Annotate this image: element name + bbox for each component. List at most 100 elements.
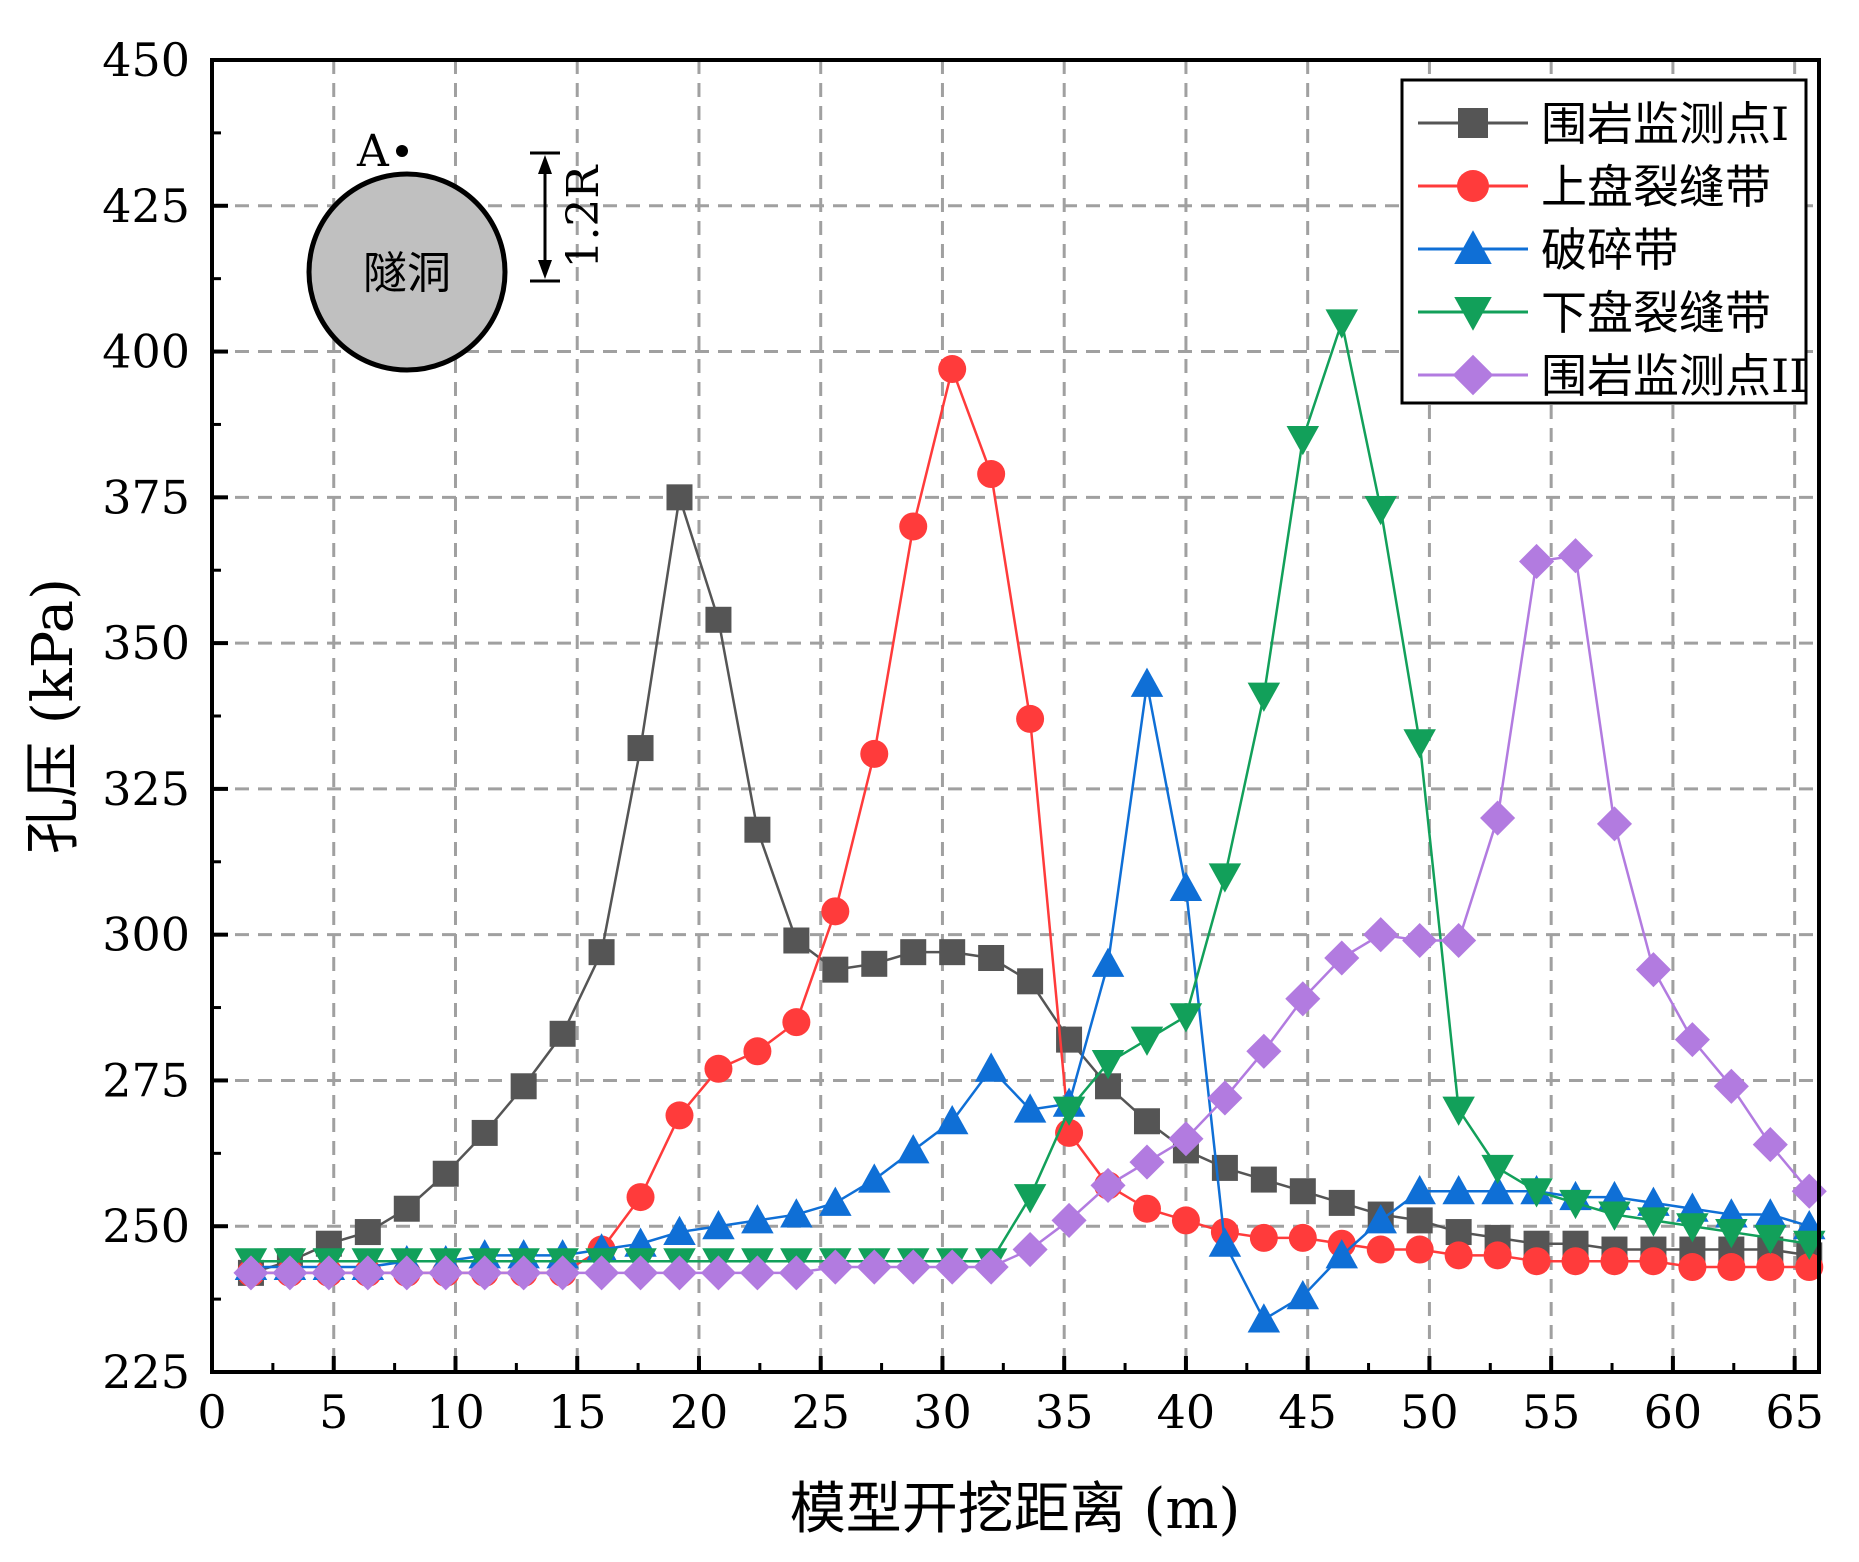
data-point [1441, 922, 1477, 959]
y-tick-label: 300 [102, 908, 190, 962]
data-point [1017, 968, 1044, 995]
data-point [1130, 1026, 1164, 1056]
data-point [1522, 1247, 1551, 1276]
data-point [1129, 1144, 1165, 1180]
data-point [1207, 1080, 1243, 1116]
data-point [389, 1255, 425, 1291]
data-point [778, 1255, 814, 1291]
legend-marker [1454, 297, 1492, 331]
data-point [506, 1255, 542, 1291]
legend-entry: 破碎带 [1418, 223, 1679, 277]
x-tick-label: 30 [913, 1385, 972, 1439]
distance-label: 1.2R [558, 164, 609, 269]
y-tick-label: 400 [102, 325, 190, 379]
data-point [627, 735, 654, 762]
y-tick-label: 450 [102, 33, 190, 87]
data-point [1325, 1239, 1359, 1269]
x-tick-label: 0 [197, 1385, 226, 1439]
data-point [1208, 863, 1242, 893]
dimension-arrow-up [538, 155, 552, 174]
y-tick-label: 225 [102, 1345, 190, 1399]
data-point [272, 1255, 308, 1291]
data-point [1052, 1096, 1086, 1126]
data-point [626, 1183, 655, 1212]
dimension-arrow-down [538, 260, 552, 279]
data-point [858, 1163, 891, 1193]
x-tick-label: 60 [1644, 1385, 1703, 1439]
data-point [705, 606, 732, 633]
data-point [1402, 922, 1438, 959]
data-point [1250, 1166, 1277, 1193]
legend-entry: 围岩监测点I [1418, 97, 1789, 151]
data-point [741, 1204, 774, 1234]
data-point [822, 956, 849, 983]
x-axis-title: 模型开挖距离 (m) [790, 1477, 1241, 1542]
data-point [856, 1249, 892, 1285]
data-point [1288, 1223, 1317, 1252]
x-tick-label: 40 [1157, 1385, 1216, 1439]
y-tick-label: 325 [102, 762, 190, 816]
data-point [939, 939, 966, 966]
data-point [782, 1008, 811, 1037]
data-point [780, 1198, 813, 1228]
data-point [743, 1037, 772, 1066]
data-point [1051, 1202, 1087, 1238]
series-line [250, 554, 1811, 1275]
legend-label: 上盘裂缝带 [1541, 160, 1771, 214]
data-point [938, 355, 967, 384]
data-point [1442, 1174, 1475, 1205]
data-point [1795, 1253, 1824, 1282]
data-point [1249, 1223, 1278, 1252]
legend-label: 下盘裂缝带 [1541, 286, 1771, 340]
x-tick-label: 25 [791, 1385, 850, 1439]
data-point [311, 1255, 347, 1291]
data-point [432, 1160, 459, 1187]
series-line [250, 496, 1810, 1275]
data-point [1169, 1003, 1203, 1033]
data-point [1403, 1174, 1436, 1205]
data-point [471, 1119, 498, 1146]
legend-marker [1458, 108, 1488, 138]
legend-entry: 上盘裂缝带 [1418, 160, 1771, 214]
data-point [1406, 1207, 1433, 1234]
data-point [1445, 1219, 1472, 1246]
data-point [1637, 1207, 1670, 1237]
data-point [622, 1255, 659, 1291]
data-point [900, 939, 927, 966]
data-point [1091, 1049, 1125, 1080]
x-tick-label: 15 [548, 1385, 607, 1439]
data-point [1559, 1189, 1592, 1220]
data-point [1130, 667, 1164, 697]
data-point [666, 484, 693, 511]
legend-label: 破碎带 [1541, 223, 1679, 277]
data-point [739, 1255, 775, 1291]
data-point [1483, 1241, 1512, 1270]
x-tick-label: 5 [319, 1385, 348, 1439]
series-line [250, 683, 1810, 1322]
data-point [1366, 1235, 1395, 1264]
legend-marker [1452, 354, 1494, 396]
data-point [704, 1054, 733, 1083]
legend-marker [1457, 170, 1489, 202]
data-point [700, 1255, 736, 1291]
data-point [665, 1101, 694, 1130]
data-point [819, 1186, 852, 1216]
data-point [1169, 871, 1203, 902]
data-point [663, 1215, 696, 1246]
data-point [1132, 1194, 1161, 1223]
data-point [1635, 952, 1671, 988]
data-point [1364, 495, 1397, 526]
data-point [1480, 800, 1516, 836]
data-point [1091, 947, 1125, 977]
x-tick-label: 35 [1035, 1385, 1094, 1439]
x-tick-label: 45 [1278, 1385, 1337, 1439]
data-point [1363, 917, 1399, 953]
data-point [1444, 1241, 1473, 1270]
point-a-marker [396, 145, 408, 157]
data-point [1286, 1279, 1320, 1310]
data-point [1013, 1184, 1047, 1214]
y-axis-title: 孔压 (kPa) [21, 578, 86, 854]
data-point [861, 950, 888, 977]
